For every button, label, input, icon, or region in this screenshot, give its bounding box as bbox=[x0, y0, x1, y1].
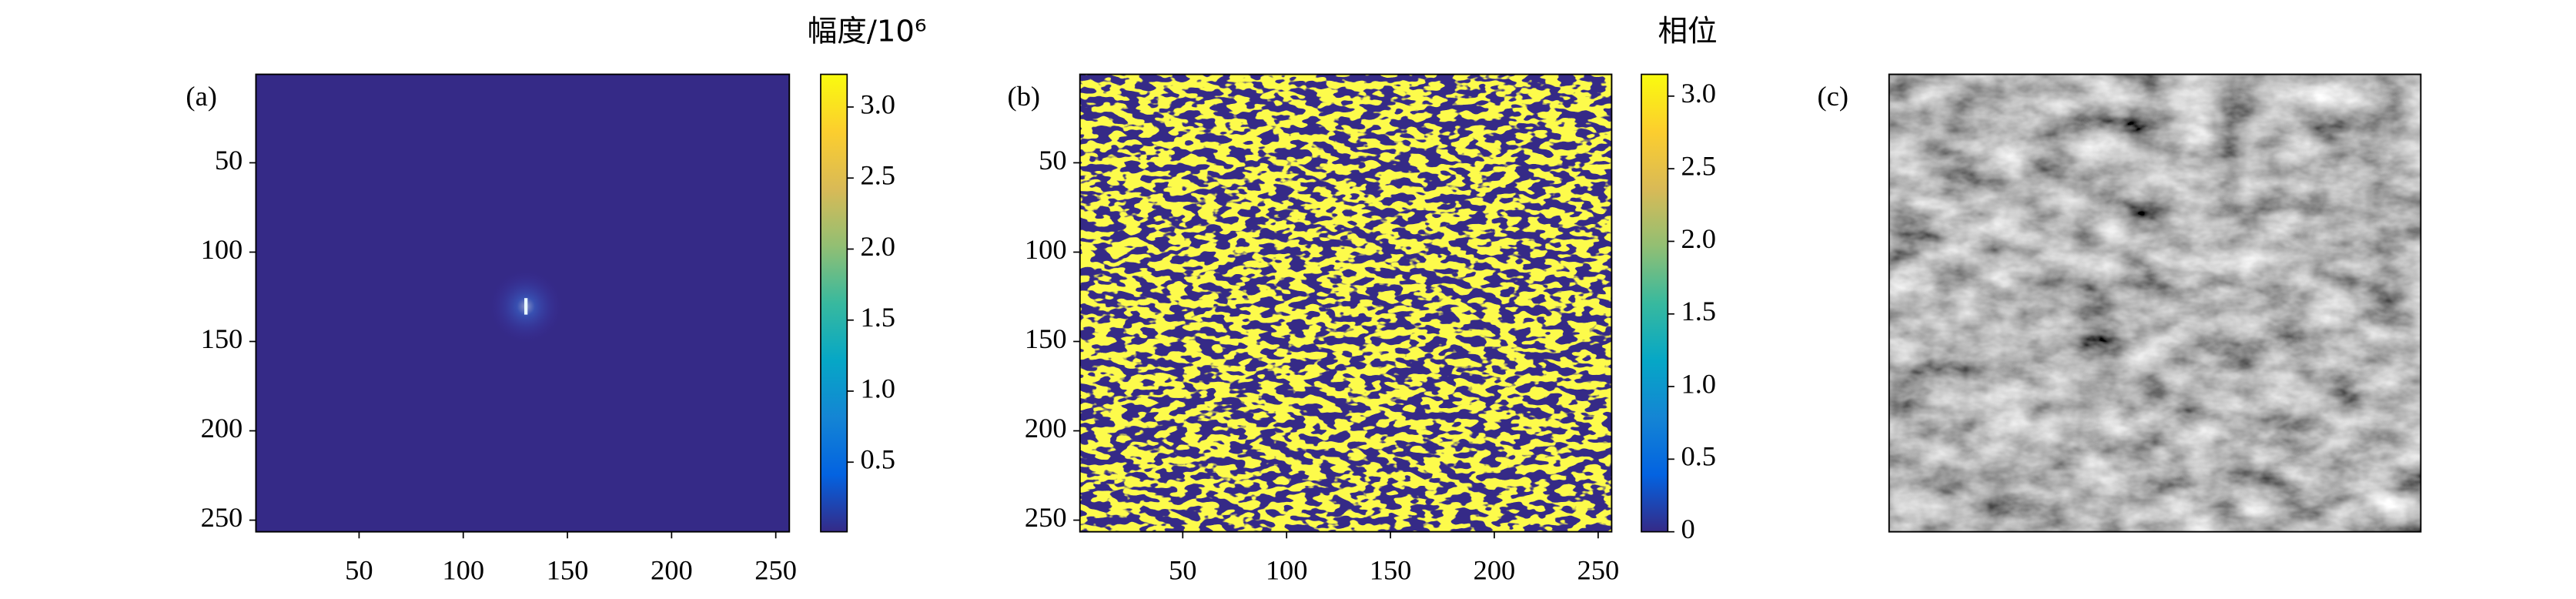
panel-label: (a) bbox=[186, 81, 216, 112]
y-tick-label: 200 bbox=[1025, 413, 1067, 443]
colorbar-tick-label: 1.0 bbox=[1681, 368, 1716, 399]
image-frame bbox=[1888, 73, 2422, 533]
x-tick-label: 150 bbox=[1370, 555, 1412, 586]
colorbar-tick-label: 1.0 bbox=[860, 373, 895, 403]
x-tick-label: 100 bbox=[442, 555, 484, 586]
y-tick-label: 250 bbox=[201, 502, 243, 533]
image-frame bbox=[1079, 73, 1613, 533]
colorbar-tick-label: 3.0 bbox=[1681, 78, 1716, 109]
colorbar-tick-label: 2.5 bbox=[860, 160, 895, 191]
colorbar-tick-label: 0.5 bbox=[1681, 441, 1716, 472]
phase-texture bbox=[1079, 74, 1612, 532]
x-tick-label: 150 bbox=[547, 555, 589, 586]
x-tick-label: 250 bbox=[754, 555, 797, 586]
y-tick-label: 100 bbox=[201, 234, 243, 265]
colorbar-tick-label: 2.5 bbox=[1681, 151, 1716, 182]
x-tick-label: 100 bbox=[1266, 555, 1308, 586]
y-tick-label: 50 bbox=[1039, 145, 1066, 176]
x-tick-label: 250 bbox=[1577, 555, 1620, 586]
x-tick-label: 200 bbox=[651, 555, 693, 586]
colorbar bbox=[820, 73, 848, 533]
colorbar-tick-label: 0 bbox=[1681, 514, 1694, 544]
panel-label: (c) bbox=[1818, 81, 1848, 112]
colorbar-tick-label: 2.0 bbox=[1681, 223, 1716, 254]
colorbar-tick-label: 1.5 bbox=[860, 302, 895, 333]
y-tick-label: 150 bbox=[1025, 323, 1067, 354]
y-tick-label: 150 bbox=[201, 323, 243, 354]
panel-label: (b) bbox=[1008, 81, 1041, 112]
y-tick-label: 250 bbox=[1025, 502, 1067, 533]
colorbar-tick-label: 1.5 bbox=[1681, 296, 1716, 326]
colorbar-title: 幅度/10⁶ bbox=[808, 14, 927, 49]
colorbar-tick-label: 3.0 bbox=[860, 89, 895, 119]
x-tick-label: 200 bbox=[1474, 555, 1516, 586]
colorbar-tick-label: 2.0 bbox=[860, 231, 895, 262]
image-texture bbox=[1889, 74, 2421, 532]
image-frame bbox=[255, 73, 791, 533]
center-peak bbox=[524, 298, 528, 315]
y-tick-label: 100 bbox=[1025, 234, 1067, 265]
colorbar bbox=[1641, 73, 1669, 533]
y-tick-label: 50 bbox=[215, 145, 243, 176]
x-tick-label: 50 bbox=[345, 555, 373, 586]
y-tick-label: 200 bbox=[201, 413, 243, 443]
colorbar-tick-label: 0.5 bbox=[860, 444, 895, 475]
colorbar-title: 相位 bbox=[1658, 14, 1717, 49]
x-tick-label: 50 bbox=[1169, 555, 1196, 586]
